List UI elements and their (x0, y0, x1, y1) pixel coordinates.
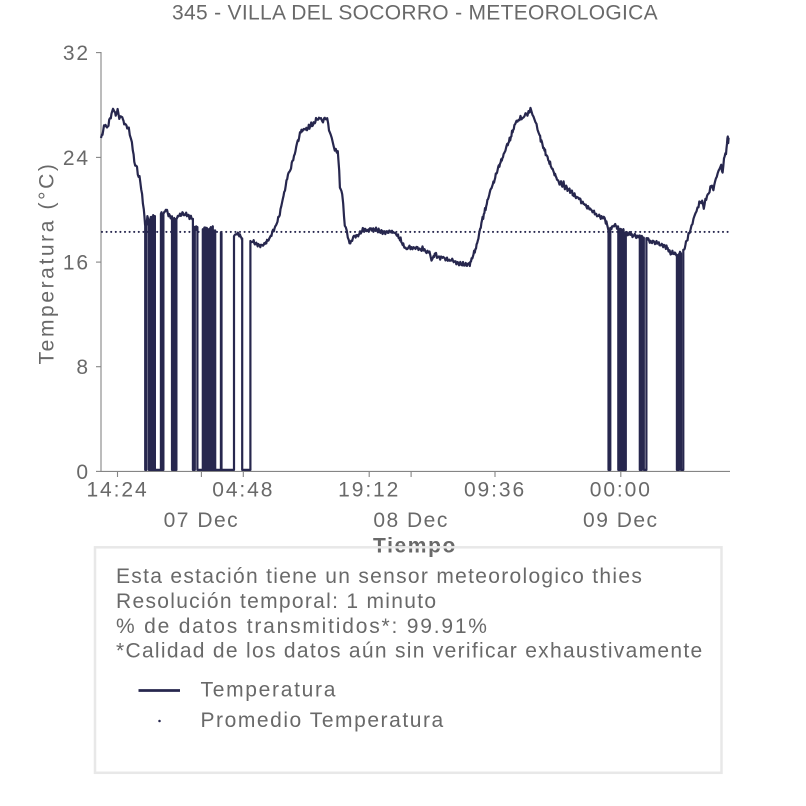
svg-text:09 Dec: 09 Dec (583, 509, 659, 532)
svg-text:% de datos transmitidos*: 99.9: % de datos transmitidos*: 99.91% (116, 615, 489, 638)
svg-text:09:36: 09:36 (464, 479, 526, 502)
svg-text:00:00: 00:00 (590, 479, 652, 502)
svg-text:16: 16 (63, 252, 90, 275)
svg-text:07 Dec: 07 Dec (164, 509, 240, 532)
svg-text:19:12: 19:12 (338, 479, 400, 502)
svg-text:24: 24 (63, 147, 90, 170)
svg-text:Esta estación tiene un sensor: Esta estación tiene un sensor meteorolog… (116, 565, 643, 588)
svg-text:04:48: 04:48 (212, 479, 274, 502)
svg-text:14:24: 14:24 (86, 479, 148, 502)
svg-text:0: 0 (76, 461, 90, 484)
svg-text:Temperatura: Temperatura (201, 678, 338, 701)
svg-text:Promedio Temperatura: Promedio Temperatura (201, 709, 445, 732)
svg-text:Temperatura (°C): Temperatura (°C) (36, 162, 59, 365)
svg-text:Tiempo: Tiempo (373, 534, 457, 557)
svg-text:8: 8 (76, 356, 90, 379)
svg-text:345 - VILLA DEL SOCORRO - METE: 345 - VILLA DEL SOCORRO - METEOROLOGICA (172, 2, 658, 25)
svg-text:32: 32 (63, 42, 90, 65)
svg-text:*Calidad de los datos aún sin: *Calidad de los datos aún sin verificar … (116, 640, 703, 663)
svg-text:Resolución temporal: 1 minuto: Resolución temporal: 1 minuto (116, 590, 437, 613)
svg-text:08 Dec: 08 Dec (373, 509, 449, 532)
